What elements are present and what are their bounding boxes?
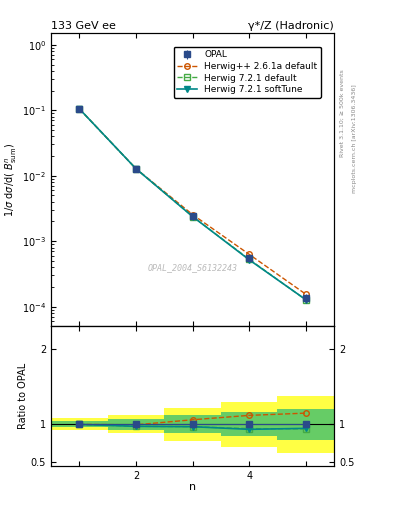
Herwig 7.2.1 default <box>190 214 195 220</box>
Line: Herwig 7.2.1 softTune: Herwig 7.2.1 softTune <box>77 106 309 303</box>
Herwig 7.2.1 softTune <box>190 214 195 220</box>
Herwig++ 2.6.1a default <box>77 106 82 112</box>
Herwig 7.2.1 softTune <box>77 106 82 112</box>
Text: mcplots.cern.ch [arXiv:1306.3436]: mcplots.cern.ch [arXiv:1306.3436] <box>352 84 357 193</box>
Y-axis label: 1/$\sigma$ d$\sigma$/d( $B^n_{\rm sum}$): 1/$\sigma$ d$\sigma$/d( $B^n_{\rm sum}$) <box>4 143 19 217</box>
Herwig 7.2.1 default <box>247 256 252 262</box>
X-axis label: n: n <box>189 482 196 492</box>
Herwig++ 2.6.1a default <box>134 166 138 172</box>
Herwig 7.2.1 softTune <box>247 257 252 263</box>
Herwig 7.2.1 softTune <box>134 166 138 172</box>
Legend: OPAL, Herwig++ 2.6.1a default, Herwig 7.2.1 default, Herwig 7.2.1 softTune: OPAL, Herwig++ 2.6.1a default, Herwig 7.… <box>174 47 321 98</box>
Text: OPAL_2004_S6132243: OPAL_2004_S6132243 <box>147 263 238 272</box>
Line: Herwig 7.2.1 default: Herwig 7.2.1 default <box>77 106 309 303</box>
Herwig 7.2.1 default <box>77 106 82 112</box>
Herwig 7.2.1 default <box>134 166 138 172</box>
Line: Herwig++ 2.6.1a default: Herwig++ 2.6.1a default <box>77 106 309 297</box>
Herwig 7.2.1 default <box>303 297 308 303</box>
Herwig 7.2.1 softTune <box>303 296 308 303</box>
Herwig++ 2.6.1a default <box>190 211 195 218</box>
Text: 133 GeV ee: 133 GeV ee <box>51 21 116 31</box>
Text: Rivet 3.1.10; ≥ 500k events: Rivet 3.1.10; ≥ 500k events <box>340 69 345 157</box>
Y-axis label: Ratio to OPAL: Ratio to OPAL <box>18 363 28 429</box>
Text: γ*/Z (Hadronic): γ*/Z (Hadronic) <box>248 21 334 31</box>
Herwig++ 2.6.1a default <box>247 251 252 258</box>
Herwig++ 2.6.1a default <box>303 291 308 297</box>
